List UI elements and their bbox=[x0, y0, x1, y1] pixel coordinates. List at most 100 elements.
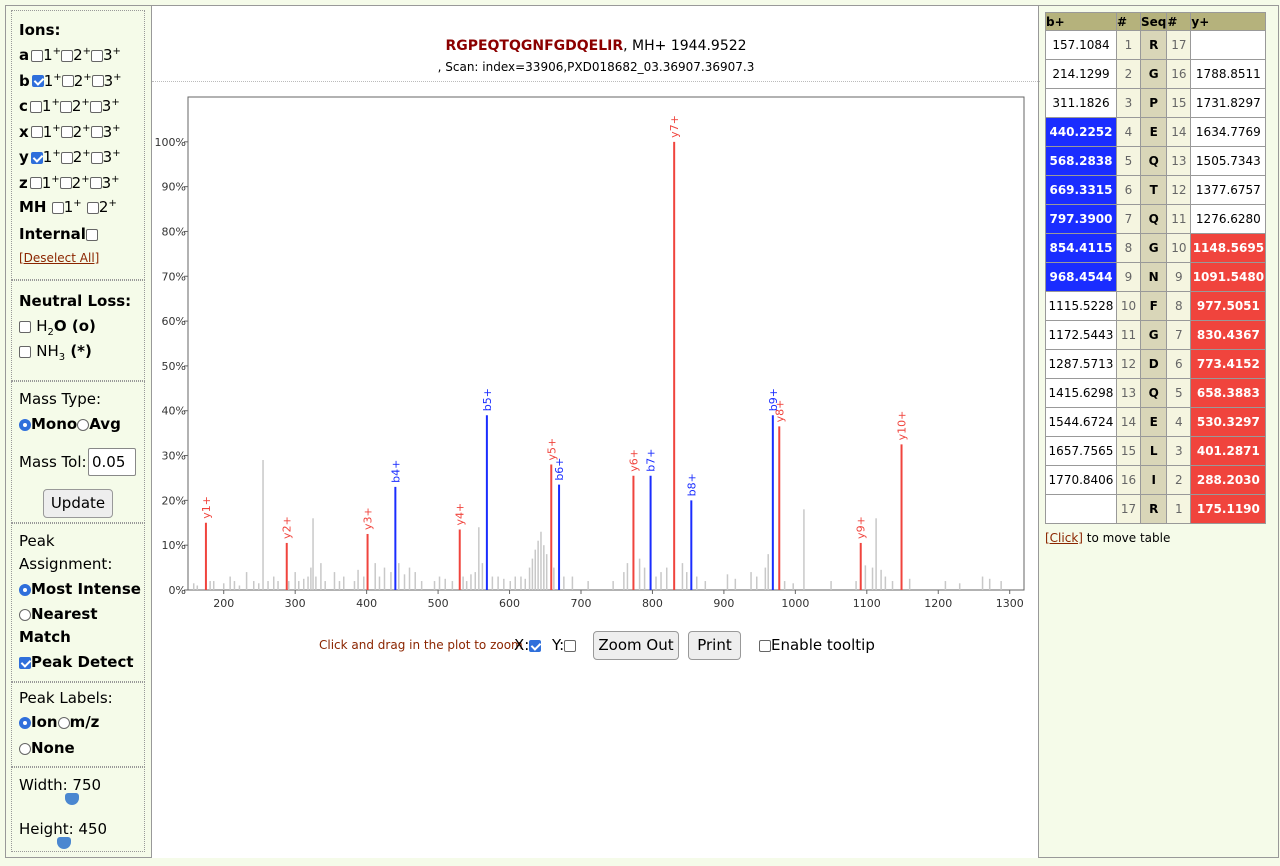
mass-tol-input[interactable]: 0.05 bbox=[88, 448, 136, 476]
mh-charge-2-checkbox[interactable] bbox=[86, 201, 99, 214]
mh-charge-1-checkbox[interactable] bbox=[51, 201, 64, 214]
sequence-cell: T bbox=[1139, 175, 1168, 205]
sequence-cell: G bbox=[1139, 320, 1168, 350]
mz-label: m/z bbox=[69, 713, 100, 731]
ion-x-charge-1-checkbox[interactable] bbox=[30, 126, 43, 138]
y-ion-cell bbox=[1190, 30, 1267, 60]
x-tick-label: 900 bbox=[713, 597, 734, 610]
peak-detect-checkbox[interactable] bbox=[19, 656, 31, 669]
b-index-cell: 14 bbox=[1116, 407, 1141, 437]
y-index-cell: 13 bbox=[1166, 146, 1192, 176]
avg-radio[interactable] bbox=[77, 418, 90, 431]
ion-y-charge-1-checkbox[interactable] bbox=[30, 151, 43, 164]
b-index-cell: 13 bbox=[1116, 378, 1141, 408]
deselect-all-link[interactable]: [Deselect All] bbox=[19, 251, 100, 265]
y-tick-label: 100% bbox=[155, 136, 186, 149]
nh3-checkbox[interactable] bbox=[19, 345, 31, 358]
x-tick-label: 800 bbox=[642, 597, 663, 610]
y-tick-label: 0% bbox=[169, 584, 186, 597]
ions-title: Ions: bbox=[19, 21, 61, 39]
mz-radio[interactable] bbox=[57, 716, 70, 729]
h2o-row: H2O (o) bbox=[19, 317, 96, 338]
sequence-cell: P bbox=[1139, 88, 1168, 118]
ion-type-label: x bbox=[19, 122, 29, 141]
y-index-cell: 12 bbox=[1166, 175, 1192, 205]
y-zoom-control: Y: bbox=[552, 636, 577, 654]
peak-label: y8+ bbox=[773, 400, 786, 423]
most-intense-radio[interactable] bbox=[19, 583, 31, 596]
nh3-row: NH3 (*) bbox=[19, 342, 92, 363]
y-index-cell: 11 bbox=[1166, 204, 1192, 234]
b-ion-cell: 214.1299 bbox=[1045, 59, 1117, 89]
ion-radio[interactable] bbox=[19, 716, 31, 729]
header-b-ion: b+ bbox=[1045, 12, 1117, 31]
ion-a-charge-2-checkbox[interactable] bbox=[61, 49, 74, 62]
y-ion-cell: 1276.6280 bbox=[1190, 204, 1267, 234]
ion-row-z: z 1+ 2+ 3+ bbox=[19, 173, 120, 192]
charge-label: 2 bbox=[71, 97, 82, 115]
table-row: 311.1826 3 P 15 1731.8297 bbox=[1045, 88, 1267, 118]
b-index-cell: 3 bbox=[1116, 88, 1141, 118]
neutral-loss-title: Neutral Loss: bbox=[19, 292, 132, 310]
x-tick-label: 300 bbox=[285, 597, 306, 610]
ion-z-charge-3-checkbox[interactable] bbox=[89, 177, 102, 189]
ion-z-charge-1-checkbox[interactable] bbox=[29, 177, 42, 189]
ion-y-charge-3-checkbox[interactable] bbox=[90, 151, 103, 164]
fragment-table: b+ # Seq # y+ 157.1084 1 R 17 214.1299 2 G 16 17… bbox=[1045, 12, 1267, 524]
ion-c-charge-1-checkbox[interactable] bbox=[29, 100, 42, 113]
y-tick-label: 40% bbox=[162, 405, 186, 418]
ion-z-charge-2-checkbox[interactable] bbox=[59, 177, 72, 189]
table-row: 440.2252 4 E 14 1634.7769 bbox=[1045, 117, 1267, 147]
y-index-cell: 3 bbox=[1166, 436, 1192, 466]
ion-c-charge-3-checkbox[interactable] bbox=[89, 100, 102, 113]
move-table-link[interactable]: [Click] bbox=[1045, 531, 1083, 545]
sequence-cell: Q bbox=[1139, 204, 1168, 234]
table-row: 1115.5228 10 F 8 977.5051 bbox=[1045, 291, 1267, 321]
peak-label: b9+ bbox=[767, 388, 780, 411]
internal-row: Internal bbox=[19, 225, 98, 243]
tooltip-label: Enable tooltip bbox=[771, 636, 875, 654]
x-zoom-checkbox[interactable] bbox=[529, 639, 542, 652]
update-button[interactable]: Update bbox=[43, 489, 113, 518]
print-button[interactable]: Print bbox=[688, 631, 741, 660]
charge-label: 1 bbox=[41, 97, 52, 115]
ion-b-charge-1-checkbox[interactable] bbox=[31, 75, 44, 87]
nearest-match-radio[interactable] bbox=[19, 608, 31, 621]
b-index-cell: 1 bbox=[1116, 30, 1141, 60]
y-ion-cell: 175.1190 bbox=[1190, 494, 1267, 524]
ion-x-charge-3-checkbox[interactable] bbox=[90, 126, 103, 138]
ion-type-label: b bbox=[19, 71, 30, 90]
y-zoom-checkbox[interactable] bbox=[564, 639, 577, 652]
sequence-cell: D bbox=[1139, 349, 1168, 379]
ion-b-charge-2-checkbox[interactable] bbox=[61, 75, 74, 87]
mono-radio[interactable] bbox=[19, 418, 31, 431]
mass-type-options: Mono Avg bbox=[19, 415, 121, 433]
h2o-checkbox[interactable] bbox=[19, 320, 31, 333]
b-index-cell: 5 bbox=[1116, 146, 1141, 176]
height-slider-handle[interactable] bbox=[57, 837, 71, 849]
tooltip-checkbox[interactable] bbox=[759, 639, 771, 652]
b-ion-cell: 669.3315 bbox=[1045, 175, 1117, 205]
spectrum-plot[interactable]: 0% 10% 20% 30% 40% 50% 60% 70% 80% 90% 100% 200 300 4… bbox=[152, 86, 1040, 626]
zoom-out-button[interactable]: Zoom Out bbox=[593, 631, 679, 660]
x-tick-label: 1300 bbox=[996, 597, 1024, 610]
most-intense-label: Most Intense bbox=[31, 580, 141, 598]
mh-label: MH bbox=[19, 198, 47, 216]
ion-c-charge-2-checkbox[interactable] bbox=[59, 100, 72, 113]
peak-label: y2+ bbox=[281, 516, 294, 539]
y-ion-cell: 977.5051 bbox=[1190, 291, 1267, 321]
ion-a-charge-3-checkbox[interactable] bbox=[91, 49, 103, 62]
ion-label: Ion bbox=[31, 713, 58, 731]
width-slider-handle[interactable] bbox=[65, 793, 79, 805]
ion-a-charge-1-checkbox[interactable] bbox=[31, 49, 44, 62]
tooltip-control: Enable tooltip bbox=[759, 636, 875, 654]
none-radio[interactable] bbox=[19, 742, 31, 755]
charge-label: 2 bbox=[72, 122, 83, 141]
header-sequence: Seq bbox=[1139, 12, 1168, 31]
ion-x-charge-2-checkbox[interactable] bbox=[60, 126, 73, 138]
internal-checkbox[interactable] bbox=[85, 228, 98, 241]
ion-b-charge-3-checkbox[interactable] bbox=[91, 75, 104, 87]
y-tick-label: 70% bbox=[162, 270, 186, 283]
ion-y-charge-2-checkbox[interactable] bbox=[60, 151, 73, 164]
table-row: 1287.5713 12 D 6 773.4152 bbox=[1045, 349, 1267, 379]
